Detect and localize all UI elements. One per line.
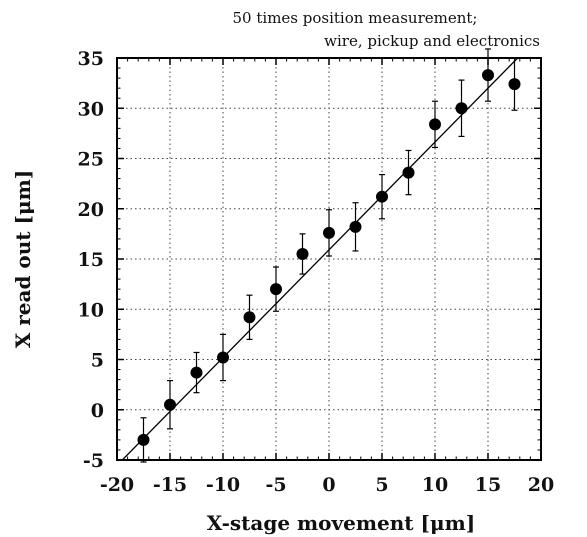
data-point — [376, 190, 388, 203]
y-tick-label: 10 — [78, 299, 104, 321]
data-point — [482, 69, 494, 82]
y-tick-label: 35 — [78, 48, 104, 70]
x-tick-label: 15 — [475, 474, 501, 496]
data-point — [270, 283, 282, 296]
y-tick-label: 0 — [91, 400, 104, 422]
annotation-line-1: 50 times position measurement; — [233, 9, 478, 27]
x-tick-label: -15 — [153, 474, 187, 496]
tick-labels: -20 -15 -10 -5 0 5 10 15 20 -5 0 5 10 15 20 25 30 35 — [78, 48, 555, 496]
y-tick-label: 20 — [78, 199, 104, 221]
grid-lines — [117, 58, 541, 460]
data-point — [323, 226, 335, 239]
data-point — [217, 351, 229, 364]
x-axis-label: X-stage movement [μm] — [207, 511, 475, 535]
y-tick-label: 15 — [78, 249, 104, 271]
data-point — [508, 78, 521, 91]
data-points — [137, 48, 521, 463]
data-point — [190, 366, 203, 379]
x-tick-label: 0 — [322, 474, 335, 496]
fit-line — [121, 57, 519, 461]
x-tick-label: 20 — [528, 474, 554, 496]
tick-marks — [116, 57, 542, 461]
data-point — [137, 433, 150, 446]
y-tick-label: 5 — [91, 350, 104, 372]
x-tick-label: -5 — [265, 474, 286, 496]
x-tick-label: -20 — [100, 474, 134, 496]
x-tick-label: -10 — [206, 474, 240, 496]
data-point — [402, 166, 415, 179]
data-point — [296, 247, 309, 260]
data-point — [455, 102, 468, 115]
data-point — [164, 398, 176, 411]
data-point — [349, 220, 362, 233]
y-tick-label: 25 — [78, 149, 104, 171]
y-tick-label: -5 — [83, 450, 104, 472]
y-axis-label: X read out [μm] — [11, 170, 35, 348]
x-tick-label: 10 — [422, 474, 448, 496]
data-point — [243, 311, 256, 324]
annotation-line-2: wire, pickup and electronics — [324, 32, 540, 50]
y-tick-label: 30 — [78, 98, 104, 120]
x-tick-label: 5 — [375, 474, 388, 496]
fit-line-group — [121, 57, 519, 461]
data-point — [429, 118, 441, 131]
